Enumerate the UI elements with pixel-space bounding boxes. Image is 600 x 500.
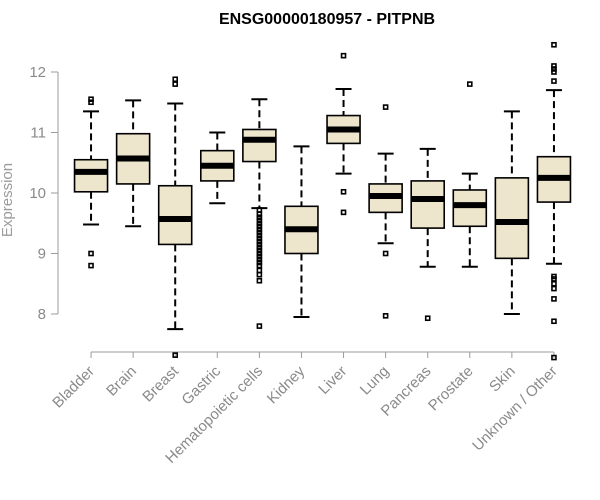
x-tick-label: Prostate: [425, 363, 477, 415]
outlier-point: [88, 250, 94, 257]
outlier-point: [551, 276, 557, 282]
y-tick-label: 11: [30, 125, 46, 142]
outlier-point: [256, 220, 263, 227]
outlier-point: [256, 217, 263, 224]
iqr-box: [73, 158, 109, 193]
outlier-point: [340, 52, 347, 59]
outlier-point: [424, 315, 431, 322]
chart-title: ENSG00000180957 - PITPNB: [219, 11, 435, 28]
outlier-point: [88, 96, 94, 103]
outlier-point: [256, 271, 263, 278]
x-tick-label: Brain: [103, 363, 140, 400]
outlier-point: [256, 211, 263, 217]
outlier-point: [172, 76, 179, 83]
outlier-point: [256, 241, 263, 248]
outlier-point: [256, 223, 263, 230]
outlier-point: [256, 207, 263, 213]
outlier-point: [256, 262, 263, 269]
outlier-point: [340, 188, 347, 195]
iqr-box: [242, 128, 277, 163]
outlier-point: [256, 259, 263, 266]
outlier-point: [256, 323, 263, 329]
x-tick-label: Kidney: [264, 362, 309, 407]
outlier-point: [256, 247, 263, 254]
outlier-point: [256, 256, 263, 263]
outlier-point: [256, 250, 263, 257]
outlier-point: [551, 66, 557, 72]
outlier-point: [551, 354, 557, 361]
box-breast: [157, 76, 193, 358]
y-tick-label: 10: [29, 185, 46, 202]
x-tick-label: Lung: [357, 363, 393, 399]
outlier-point: [551, 69, 557, 75]
box-bladder: [73, 96, 109, 269]
y-tick-label: 9: [38, 246, 46, 263]
outlier-point: [340, 209, 347, 216]
box-hematopoietic-cells: [242, 98, 277, 329]
outlier-point: [256, 229, 263, 236]
outlier-point: [256, 232, 263, 239]
box-kidney: [284, 145, 319, 319]
box-brain: [115, 99, 151, 228]
box-prostate: [452, 81, 488, 268]
iqr-box: [494, 177, 530, 260]
outlier-point: [256, 214, 263, 220]
outlier-point: [88, 262, 94, 269]
box-unknown-other: [536, 41, 572, 361]
iqr-box: [157, 184, 193, 246]
iqr-box: [452, 189, 488, 228]
x-tick-label: Bladder: [49, 363, 98, 412]
outlier-point: [256, 277, 263, 284]
x-tick-label: Liver: [315, 363, 350, 398]
outlier-point: [551, 41, 557, 48]
outlier-point: [382, 250, 389, 257]
iqr-box: [410, 180, 446, 229]
y-axis-label: Expression: [0, 163, 16, 237]
x-tick-label: Skin: [486, 363, 519, 396]
y-tick-label: 8: [38, 306, 46, 323]
box-liver: [326, 52, 361, 216]
box-pancreas: [410, 147, 446, 322]
y-axis: 8 9 10 11 12: [29, 64, 59, 323]
outlier-point: [256, 244, 263, 251]
outlier-point: [551, 63, 557, 69]
plot-area: [73, 41, 572, 361]
outlier-point: [551, 296, 557, 302]
box-skin: [494, 110, 530, 315]
box-lung: [368, 104, 403, 319]
outlier-point: [256, 267, 263, 274]
y-tick-label: 12: [29, 64, 46, 81]
outlier-point: [551, 280, 557, 287]
outlier-point: [172, 81, 179, 87]
outlier-point: [256, 238, 263, 245]
outlier-point: [382, 313, 389, 319]
outlier-point: [172, 352, 179, 358]
x-tick-label: Breast: [139, 362, 182, 405]
box-gastric: [199, 131, 235, 205]
outlier-point: [88, 99, 94, 106]
outlier-point: [551, 78, 557, 84]
outlier-point: [551, 285, 557, 292]
outlier-point: [382, 104, 389, 110]
outlier-point: [551, 318, 557, 325]
outlier-point: [256, 235, 263, 242]
outlier-point: [466, 81, 473, 87]
outlier-point: [256, 253, 263, 260]
outlier-point: [256, 226, 263, 233]
